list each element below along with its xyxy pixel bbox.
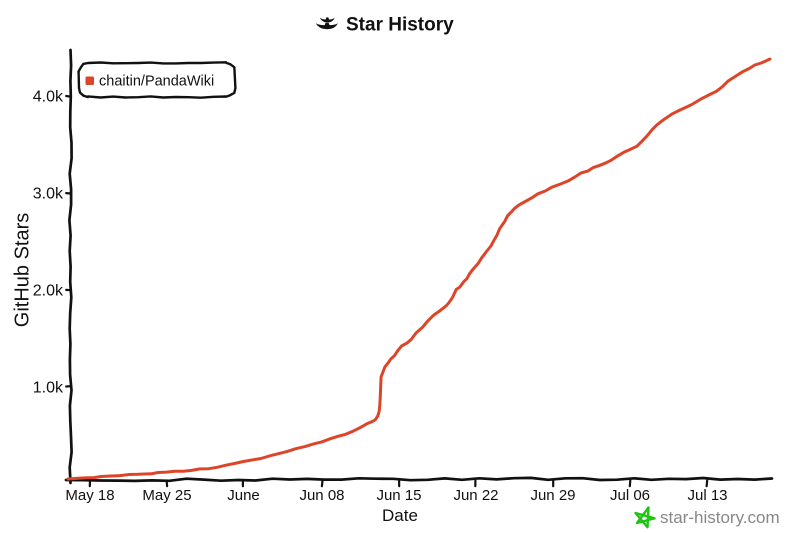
svg-text:4.0k: 4.0k xyxy=(33,89,64,106)
svg-text:May 18: May 18 xyxy=(65,487,114,504)
svg-text:chaitin/PandaWiki: chaitin/PandaWiki xyxy=(99,74,214,90)
svg-text:2.0k: 2.0k xyxy=(33,283,64,300)
svg-text:Jul 13: Jul 13 xyxy=(687,487,727,504)
svg-text:Jun 08: Jun 08 xyxy=(299,487,344,504)
svg-text:GitHub Stars: GitHub Stars xyxy=(12,213,34,327)
svg-text:star-history.com: star-history.com xyxy=(660,508,780,527)
svg-text:Jul 06: Jul 06 xyxy=(610,487,650,504)
svg-text:3.0k: 3.0k xyxy=(33,186,64,203)
svg-text:Star History: Star History xyxy=(346,15,454,36)
svg-text:June: June xyxy=(227,487,260,504)
svg-text:Jun 22: Jun 22 xyxy=(453,487,498,504)
svg-text:Date: Date xyxy=(382,506,418,525)
svg-text:May 25: May 25 xyxy=(142,487,191,504)
svg-text:Jun 15: Jun 15 xyxy=(376,487,421,504)
svg-text:1.0k: 1.0k xyxy=(33,380,64,397)
svg-text:Jun 29: Jun 29 xyxy=(530,487,575,504)
